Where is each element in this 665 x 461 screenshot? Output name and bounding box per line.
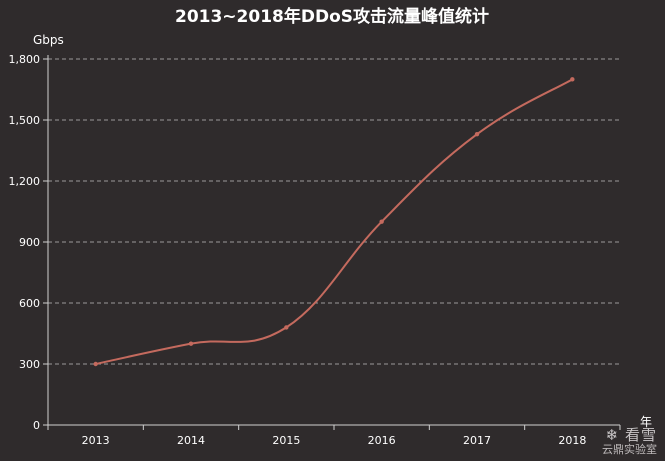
series-layer (93, 77, 575, 367)
x-tick-label: 2014 (177, 434, 205, 447)
y-tick-label: 1,800 (9, 53, 41, 66)
data-point (379, 219, 384, 224)
x-tick-label: 2017 (463, 434, 491, 447)
x-tick-labels: 2013 2014 2015 2016 2017 2018 (82, 434, 587, 447)
x-tick-label: 2015 (272, 434, 300, 447)
chart-title: 2013~2018年DDoS攻击流量峰值统计 (175, 6, 489, 27)
y-tick-label: 1,200 (9, 175, 41, 188)
watermark: ❄ 看雪 云鼎实验室 (602, 426, 657, 457)
x-tick-label: 2018 (558, 434, 586, 447)
data-point (93, 361, 98, 367)
snowflake-icon: ❄ (605, 426, 620, 445)
grid-lines (48, 58, 620, 365)
watermark-bottom: 云鼎实验室 (602, 443, 657, 457)
data-point (284, 325, 289, 330)
series-line (95, 78, 573, 365)
y-tick-label: 600 (19, 297, 40, 310)
data-point (570, 77, 575, 82)
x-tick-label: 2013 (82, 434, 110, 447)
watermark-top: 看雪 (624, 426, 657, 445)
y-tick-label: 0 (33, 419, 40, 432)
y-tick-label: 1,500 (9, 114, 41, 127)
y-tick-label: 900 (19, 236, 40, 249)
y-axis-label: Gbps (33, 33, 64, 47)
x-tick-label: 2016 (368, 434, 396, 447)
data-point (188, 341, 194, 346)
axes (43, 55, 621, 430)
x-axis-label: 年 (640, 415, 652, 429)
y-tick-label: 300 (19, 358, 40, 371)
y-tick-labels: 0 300 600 900 1,200 1,500 1,800 (9, 53, 41, 432)
data-point (474, 132, 480, 137)
